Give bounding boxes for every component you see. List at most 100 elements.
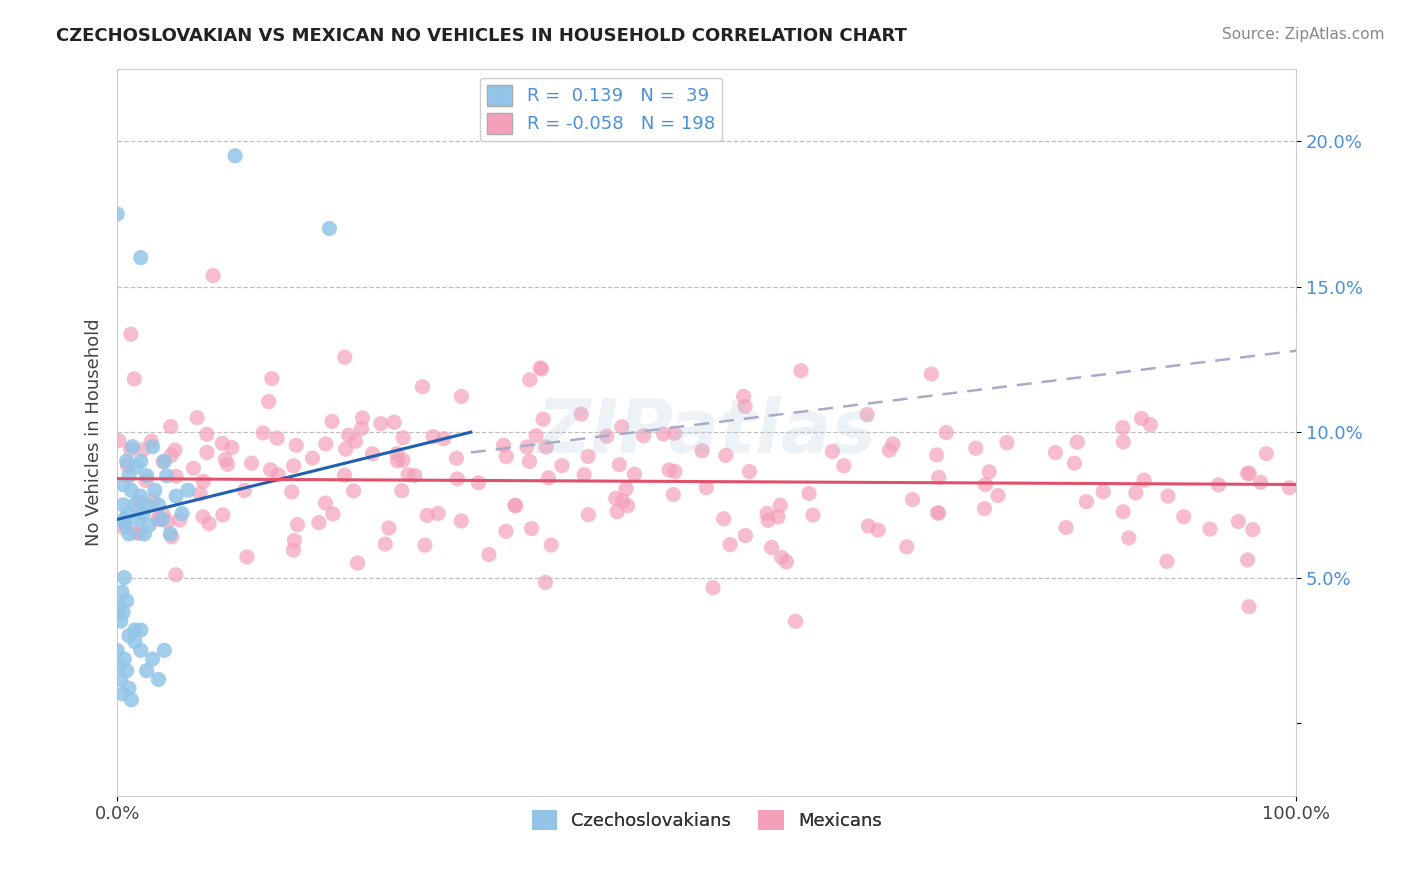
Point [252, 425, 274, 440]
Point [973, 501, 995, 516]
Point [240, 456, 263, 470]
Point [614, 482, 637, 496]
Point [520, 522, 543, 536]
Point [1054, 520, 1077, 534]
Point [287, 517, 309, 532]
Point [928, 470, 950, 484]
Point [576, 508, 599, 522]
Point [169, 513, 191, 527]
Point [283, 458, 305, 473]
Point [396, 467, 419, 482]
Point [519, 454, 541, 468]
Point [361, 447, 384, 461]
Point [392, 431, 415, 445]
Point [170, 507, 193, 521]
Point [315, 437, 337, 451]
Point [1237, 467, 1260, 481]
Point [974, 477, 997, 491]
Point [596, 429, 619, 443]
Point [105, 606, 128, 620]
Point [301, 450, 323, 465]
Point [478, 548, 501, 562]
Point [343, 483, 366, 498]
Point [112, 687, 135, 701]
Point [856, 408, 879, 422]
Point [610, 419, 633, 434]
Point [1112, 434, 1135, 449]
Point [195, 427, 218, 442]
Point [129, 623, 152, 637]
Point [896, 540, 918, 554]
Point [718, 538, 741, 552]
Point [193, 475, 215, 489]
Point [111, 585, 134, 599]
Point [112, 606, 135, 620]
Point [446, 451, 468, 466]
Point [132, 442, 155, 457]
Point [143, 483, 166, 498]
Point [413, 538, 436, 552]
Point [756, 507, 779, 521]
Point [374, 537, 396, 551]
Point [534, 440, 557, 454]
Point [124, 372, 146, 386]
Point [492, 438, 515, 452]
Point [124, 498, 146, 512]
Point [609, 458, 631, 472]
Point [385, 447, 408, 461]
Point [120, 327, 142, 342]
Point [1227, 515, 1250, 529]
Point [118, 681, 141, 695]
Point [142, 440, 165, 454]
Point [1241, 523, 1264, 537]
Point [112, 477, 135, 491]
Point [160, 530, 183, 544]
Point [127, 512, 149, 526]
Point [148, 510, 170, 524]
Point [333, 351, 356, 365]
Point [124, 623, 146, 637]
Point [108, 599, 131, 614]
Point [1278, 481, 1301, 495]
Point [124, 634, 146, 648]
Point [1173, 509, 1195, 524]
Point [1236, 553, 1258, 567]
Point [141, 434, 163, 449]
Point [114, 518, 136, 533]
Point [165, 489, 187, 503]
Point [128, 526, 150, 541]
Point [531, 412, 554, 426]
Point [152, 454, 174, 468]
Point [801, 508, 824, 522]
Point [770, 550, 793, 565]
Point [129, 251, 152, 265]
Point [135, 468, 157, 483]
Point [186, 410, 208, 425]
Point [785, 614, 807, 628]
Point [797, 486, 820, 500]
Point [346, 556, 368, 570]
Point [112, 520, 135, 534]
Point [690, 443, 713, 458]
Point [224, 149, 246, 163]
Point [387, 454, 409, 468]
Point [128, 495, 150, 509]
Point [540, 538, 562, 552]
Point [495, 524, 517, 539]
Point [738, 465, 761, 479]
Point [142, 652, 165, 666]
Point [569, 407, 592, 421]
Point [285, 438, 308, 452]
Point [120, 483, 142, 498]
Point [928, 506, 950, 520]
Point [450, 514, 472, 528]
Point [148, 513, 170, 527]
Point [142, 493, 165, 508]
Point [202, 268, 225, 283]
Point [344, 434, 367, 449]
Point [283, 543, 305, 558]
Point [198, 516, 221, 531]
Point [995, 435, 1018, 450]
Point [516, 440, 538, 454]
Point [606, 505, 628, 519]
